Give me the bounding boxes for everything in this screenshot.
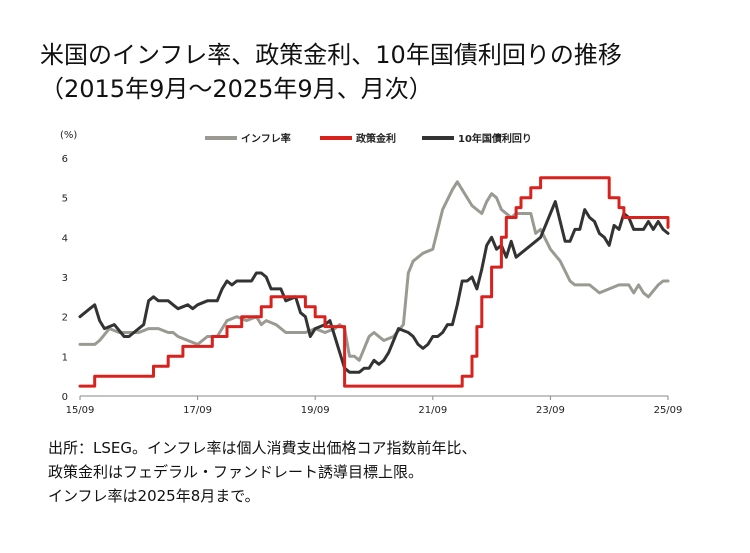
y-tick-label: 3 <box>62 273 68 284</box>
source-note: 出所：LSEG。インフレ率は個人消費支出価格コア指数前年比、 政策金利はフェデラ… <box>48 436 728 508</box>
x-tick-label: 17/09 <box>183 405 212 416</box>
y-axis-ticks: 0 1 2 3 4 5 6 <box>62 154 68 403</box>
chart-series <box>78 176 670 388</box>
source-note-line3: インフレ率は2025年8月まで。 <box>48 487 260 505</box>
x-tick-label: 21/09 <box>418 405 447 416</box>
x-tick-label: 19/09 <box>301 405 330 416</box>
chart-title-line1: 米国のインフレ率、政策金利、10年国債利回りの推移 <box>40 41 622 69</box>
y-tick-label: 1 <box>62 352 68 363</box>
legend-label: 10年国債利回り <box>458 132 532 145</box>
y-tick-label: 4 <box>62 233 68 244</box>
series-line-0 <box>78 180 670 362</box>
source-note-line2: 政策金利はフェデラル・ファンドレート誘導目標上限。 <box>48 463 424 481</box>
y-tick-label: 5 <box>62 194 68 205</box>
x-tick-label: 25/09 <box>654 405 683 416</box>
legend-label: 政策金利 <box>356 132 396 145</box>
source-note-line1: 出所：LSEG。インフレ率は個人消費支出価格コア指数前年比、 <box>48 439 477 457</box>
chart-title-line2: （2015年9月～2025年9月、月次） <box>40 75 433 103</box>
x-axis: 15/09 17/09 19/09 21/09 23/09 25/09 <box>66 395 683 416</box>
y-axis-label: (%) <box>60 130 77 141</box>
y-tick-label: 6 <box>62 154 68 165</box>
y-tick-label: 2 <box>62 313 68 324</box>
series-line-1 <box>78 176 670 388</box>
legend-label: インフレ率 <box>241 132 291 145</box>
line-chart: インフレ率 政策金利 10年国債利回り (%) 0 1 2 3 4 5 6 15/09 17/09… <box>60 130 683 416</box>
series-line-2 <box>78 200 670 374</box>
x-tick-label: 23/09 <box>536 405 565 416</box>
y-tick-label: 0 <box>62 392 68 403</box>
x-tick-label: 15/09 <box>66 405 95 416</box>
chart-legend: インフレ率 政策金利 10年国債利回り <box>205 132 532 145</box>
chart-title: 米国のインフレ率、政策金利、10年国債利回りの推移 （2015年9月～2025年… <box>40 38 730 106</box>
